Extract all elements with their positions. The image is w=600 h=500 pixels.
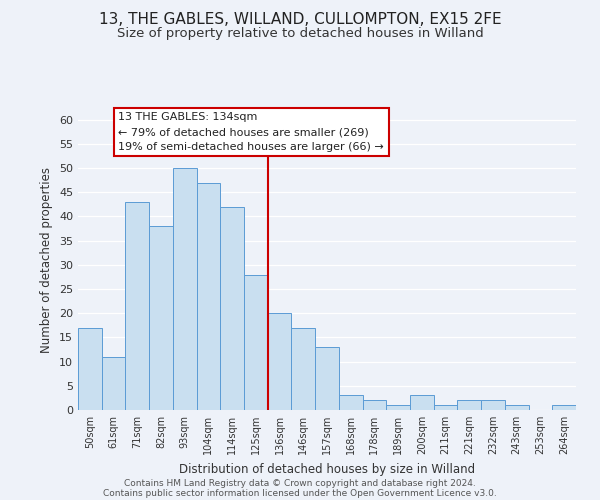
Text: Contains HM Land Registry data © Crown copyright and database right 2024.: Contains HM Land Registry data © Crown c… [124, 478, 476, 488]
Bar [78, 328, 102, 410]
Bar [481, 400, 505, 410]
Bar [386, 405, 410, 410]
Bar [552, 405, 576, 410]
Bar [197, 182, 220, 410]
Bar [410, 396, 434, 410]
Bar [173, 168, 197, 410]
Bar [505, 405, 529, 410]
Bar [220, 207, 244, 410]
Bar [268, 313, 292, 410]
Y-axis label: Number of detached properties: Number of detached properties [40, 167, 53, 353]
Bar [457, 400, 481, 410]
Bar [362, 400, 386, 410]
Bar [149, 226, 173, 410]
Bar [339, 396, 362, 410]
Text: 13, THE GABLES, WILLAND, CULLOMPTON, EX15 2FE: 13, THE GABLES, WILLAND, CULLOMPTON, EX1… [98, 12, 502, 28]
Bar [434, 405, 457, 410]
Text: 13 THE GABLES: 134sqm
← 79% of detached houses are smaller (269)
19% of semi-det: 13 THE GABLES: 134sqm ← 79% of detached … [118, 112, 384, 152]
Bar [125, 202, 149, 410]
X-axis label: Distribution of detached houses by size in Willand: Distribution of detached houses by size … [179, 462, 475, 475]
Bar [292, 328, 315, 410]
Bar [244, 274, 268, 410]
Text: Contains public sector information licensed under the Open Government Licence v3: Contains public sector information licen… [103, 488, 497, 498]
Bar [102, 357, 125, 410]
Bar [315, 347, 339, 410]
Text: Size of property relative to detached houses in Willand: Size of property relative to detached ho… [116, 28, 484, 40]
